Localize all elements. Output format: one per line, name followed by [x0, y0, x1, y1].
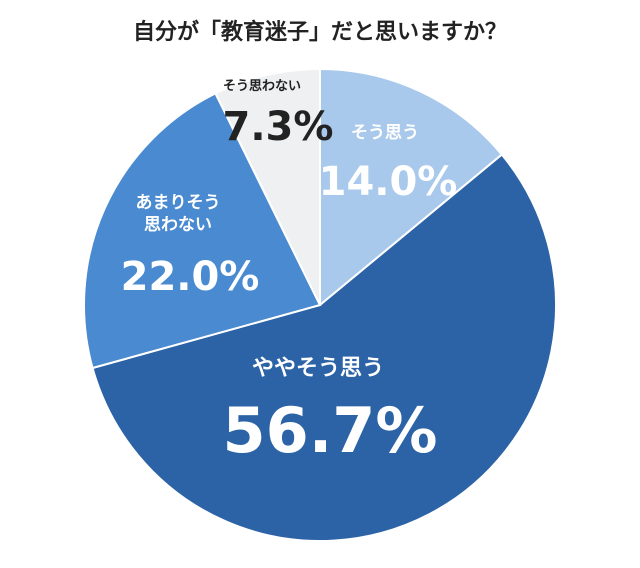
chart-title: 自分が「教育迷子」だと思いますか？ — [132, 20, 507, 45]
slice-category: ややそう思う — [251, 356, 385, 381]
slice-value-label: 56.7% — [222, 394, 438, 467]
pie-slice — [91, 153, 557, 542]
slice-value-label: 22.0% — [120, 254, 260, 300]
pie-slice — [83, 92, 322, 370]
pie-slice — [319, 67, 504, 308]
pie-slice — [214, 67, 321, 306]
slice-category: あまりそう思わない — [135, 193, 221, 235]
slice-value-label: 14.0% — [318, 159, 458, 205]
slice-category: そう思わない — [222, 79, 302, 94]
slice-category: そう思う — [351, 123, 419, 143]
slice-value-label: 7.3% — [222, 104, 334, 150]
